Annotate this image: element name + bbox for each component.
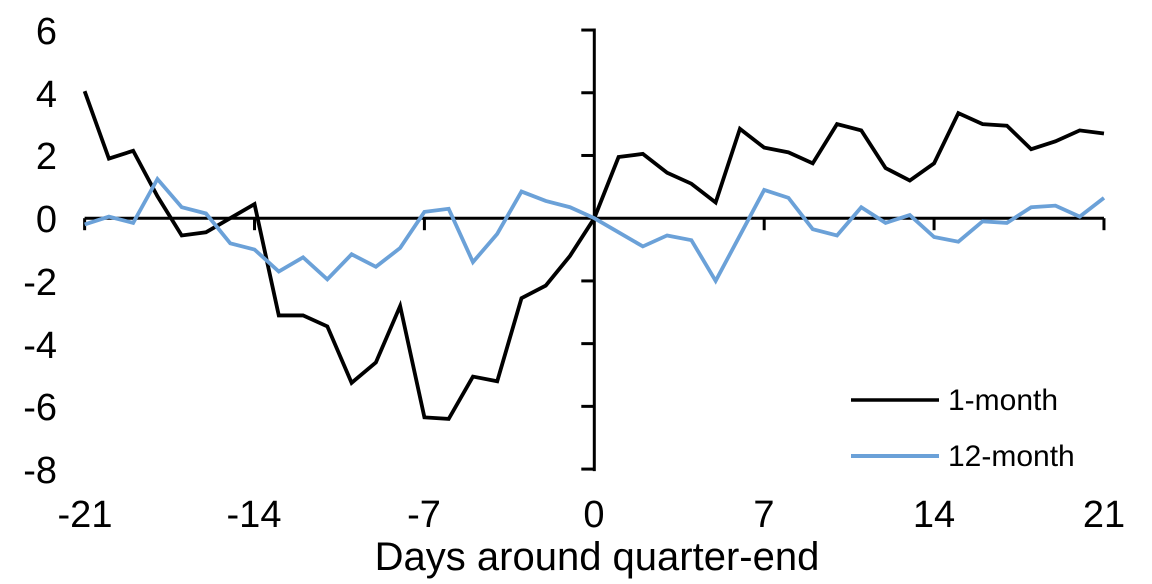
x-tick-label: -21 bbox=[58, 494, 113, 536]
y-tick-label: 6 bbox=[36, 11, 57, 53]
x-tick-label: 7 bbox=[753, 494, 774, 536]
y-tick-label: 2 bbox=[36, 136, 57, 178]
x-tick-label: 14 bbox=[913, 494, 955, 536]
y-tick-label: -6 bbox=[23, 387, 57, 429]
x-tick-label: 21 bbox=[1083, 494, 1125, 536]
y-tick-label: -4 bbox=[23, 325, 57, 367]
x-tick-label: -14 bbox=[227, 494, 282, 536]
plot-layer bbox=[82, 28, 1106, 472]
y-tick-label: -2 bbox=[23, 262, 57, 304]
series-line-12-month bbox=[84, 175, 1106, 285]
legend: 1-month 12-month bbox=[851, 384, 1075, 473]
y-tick-label: 0 bbox=[36, 199, 57, 241]
y-tick-label: 4 bbox=[36, 74, 57, 116]
x-tick-label: 0 bbox=[583, 494, 604, 536]
x-axis-title: Days around quarter-end bbox=[375, 535, 820, 579]
legend-label-1-month: 1-month bbox=[948, 384, 1058, 417]
legend-label-12-month: 12-month bbox=[948, 440, 1075, 473]
x-tick-label: -7 bbox=[407, 494, 441, 536]
y-tick-label: -8 bbox=[23, 450, 57, 492]
